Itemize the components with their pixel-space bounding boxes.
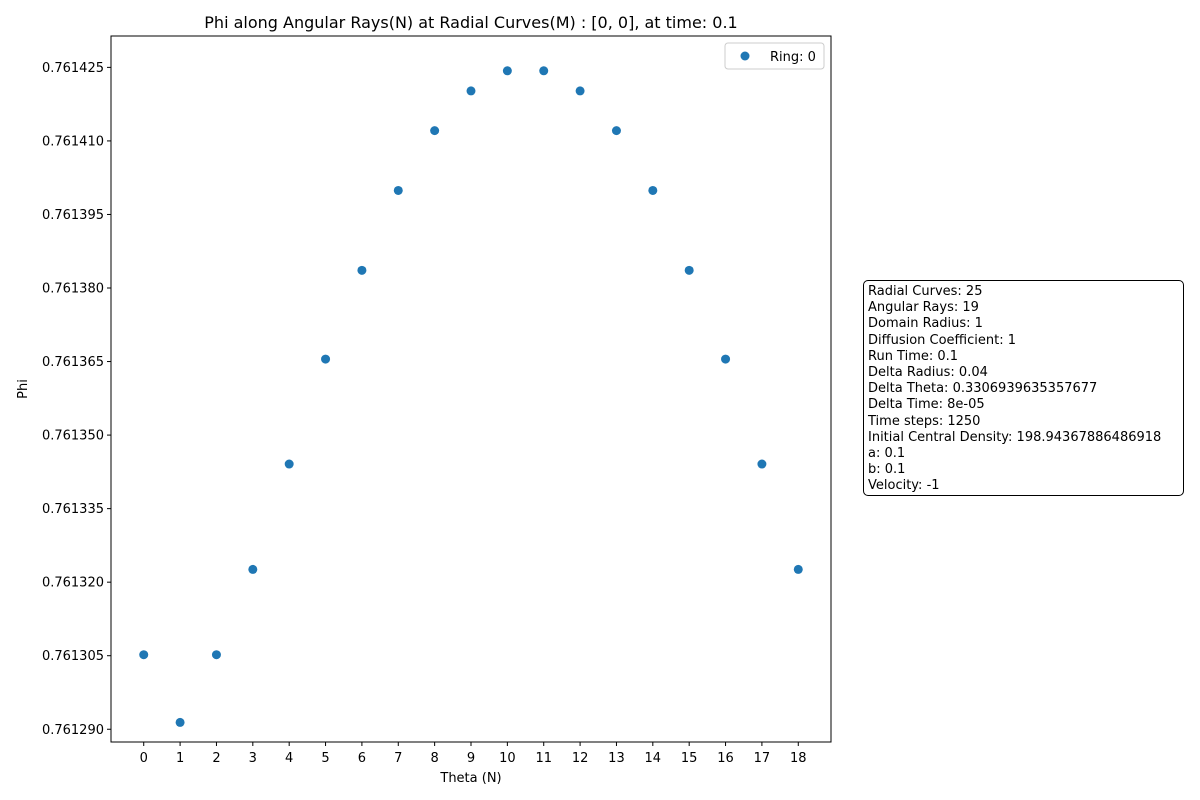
data-point [321, 354, 331, 364]
info-line: Delta Radius: 0.04 [868, 365, 988, 381]
x-tick-label: 3 [249, 751, 257, 766]
info-line: Diffusion Coefficient: 1 [868, 332, 1017, 348]
legend-marker [740, 51, 750, 61]
x-tick-label: 15 [681, 751, 698, 766]
data-point [175, 717, 185, 727]
legend: Ring: 0 [724, 42, 825, 70]
x-tick-label: 2 [212, 751, 220, 766]
data-point [393, 185, 403, 195]
info-line: b: 0.1 [868, 462, 906, 478]
data-points [139, 66, 803, 727]
x-tick-label: 1 [176, 751, 184, 766]
data-point [793, 564, 803, 574]
y-tick-label: 0.761395 [42, 208, 104, 223]
data-point [648, 185, 658, 195]
legend-label: Ring: 0 [770, 50, 816, 65]
y-tick-label: 0.761290 [42, 723, 104, 738]
info-line: a: 0.1 [868, 446, 906, 462]
legend-frame [724, 42, 825, 70]
x-tick-label: 17 [754, 751, 771, 766]
x-tick-label: 18 [790, 751, 807, 766]
data-point [430, 126, 440, 136]
x-axis: 0 1 2 3 4 5 6 7 8 9 10 11 12 13 14 15 16 17 18 [140, 742, 807, 766]
info-line: Delta Time: 8e-05 [868, 397, 985, 413]
x-tick-label: 14 [645, 751, 662, 766]
data-point [684, 265, 694, 275]
data-point [539, 66, 549, 76]
plot-area [110, 35, 832, 743]
data-point [284, 459, 294, 469]
data-point [502, 66, 512, 76]
y-tick-label: 0.761410 [42, 134, 104, 149]
parameters-info-box: Radial Curves: 25 Angular Rays: 19 Domain … [863, 280, 1184, 496]
y-tick-label: 0.761350 [42, 429, 104, 444]
info-line: Angular Rays: 19 [868, 300, 979, 316]
y-tick-label: 0.761320 [42, 576, 104, 591]
data-point [611, 126, 621, 136]
data-point [357, 265, 367, 275]
y-tick-label: 0.761305 [42, 649, 104, 664]
info-line: Velocity: -1 [868, 478, 940, 494]
info-line: Radial Curves: 25 [868, 284, 983, 299]
data-point [757, 459, 767, 469]
y-tick-label: 0.761380 [42, 282, 104, 297]
data-point [575, 86, 585, 96]
x-tick-label: 0 [140, 751, 148, 766]
info-line: Time steps: 1250 [868, 413, 981, 429]
chart-title: Phi along Angular Rays(N) at Radial Curv… [204, 13, 737, 32]
y-tick-label: 0.761425 [42, 61, 104, 76]
x-tick-label: 9 [467, 751, 475, 766]
y-axis-label: Phi [16, 379, 31, 399]
x-tick-label: 4 [285, 751, 293, 766]
x-tick-label: 13 [608, 751, 625, 766]
x-tick-label: 16 [717, 751, 734, 766]
y-axis: 0.761290 0.761305 0.761320 0.761335 0.761350… [42, 61, 111, 738]
info-line: Domain Radius: 1 [868, 316, 983, 332]
x-tick-label: 10 [499, 751, 516, 766]
x-tick-label: 6 [358, 751, 366, 766]
data-point [466, 86, 476, 96]
x-tick-label: 11 [535, 751, 552, 766]
info-line: Initial Central Density: 198.94367886486… [868, 429, 1162, 445]
data-point [211, 650, 221, 660]
y-tick-label: 0.761365 [42, 355, 104, 370]
x-tick-label: 12 [572, 751, 589, 766]
x-tick-label: 8 [430, 751, 438, 766]
info-line: Run Time: 0.1 [868, 348, 959, 364]
y-tick-label: 0.761335 [42, 502, 104, 517]
data-point [721, 354, 731, 364]
data-point [248, 564, 258, 574]
info-line: Delta Theta: 0.3306939635357677 [868, 381, 1098, 397]
data-point [139, 650, 149, 660]
x-tick-label: 5 [321, 751, 329, 766]
x-tick-label: 7 [394, 751, 402, 766]
x-axis-label: Theta (N) [439, 771, 501, 786]
